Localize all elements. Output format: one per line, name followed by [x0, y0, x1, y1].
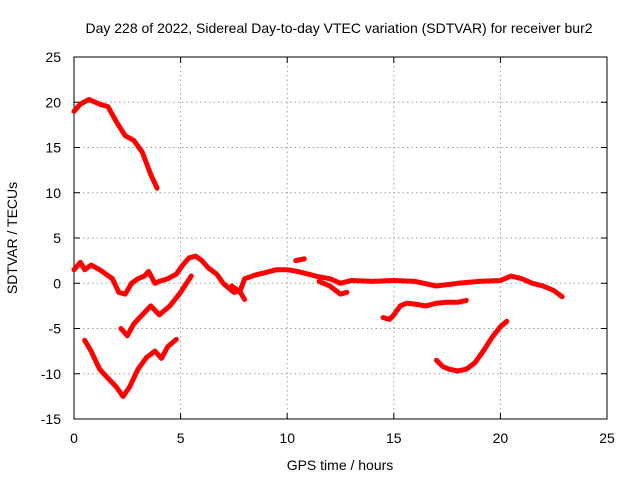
series-track-5	[229, 283, 248, 302]
y-tick-label: 15	[45, 140, 61, 156]
x-tick-label: 0	[70, 430, 78, 446]
series-track-4	[82, 336, 179, 399]
x-tick-label: 10	[279, 430, 295, 446]
x-axis-label: GPS time / hours	[287, 457, 394, 473]
y-tick-label: 25	[45, 49, 61, 65]
y-tick-label: 10	[45, 185, 61, 201]
series-track-1	[71, 97, 160, 191]
y-axis-label: SDTVAR / TECUs	[4, 182, 20, 294]
chart-title: Day 228 of 2022, Sidereal Day-to-day VTE…	[85, 20, 592, 36]
x-tick-label: 20	[493, 430, 509, 446]
y-tick-label: -10	[41, 366, 61, 382]
data-series	[71, 97, 565, 399]
y-tick-label: 5	[53, 230, 61, 246]
series-track-9	[433, 318, 510, 374]
y-axis-ticks: -15 -10 -5 0 5 10 15 20 25	[41, 49, 607, 427]
series-track-8	[380, 297, 469, 322]
grid	[74, 57, 607, 419]
series-track-6	[293, 256, 307, 264]
series-track-7	[316, 278, 350, 297]
y-tick-label: -15	[41, 411, 61, 427]
series-track-3	[118, 273, 194, 339]
y-tick-label: -5	[49, 321, 62, 337]
x-tick-label: 25	[599, 430, 615, 446]
y-tick-label: 20	[45, 94, 61, 110]
series-track-2	[71, 253, 565, 300]
x-tick-label: 5	[177, 430, 185, 446]
y-tick-label: 0	[53, 275, 61, 291]
x-axis-ticks: 0 5 10 15 20 25	[70, 57, 615, 446]
x-tick-label: 15	[386, 430, 402, 446]
